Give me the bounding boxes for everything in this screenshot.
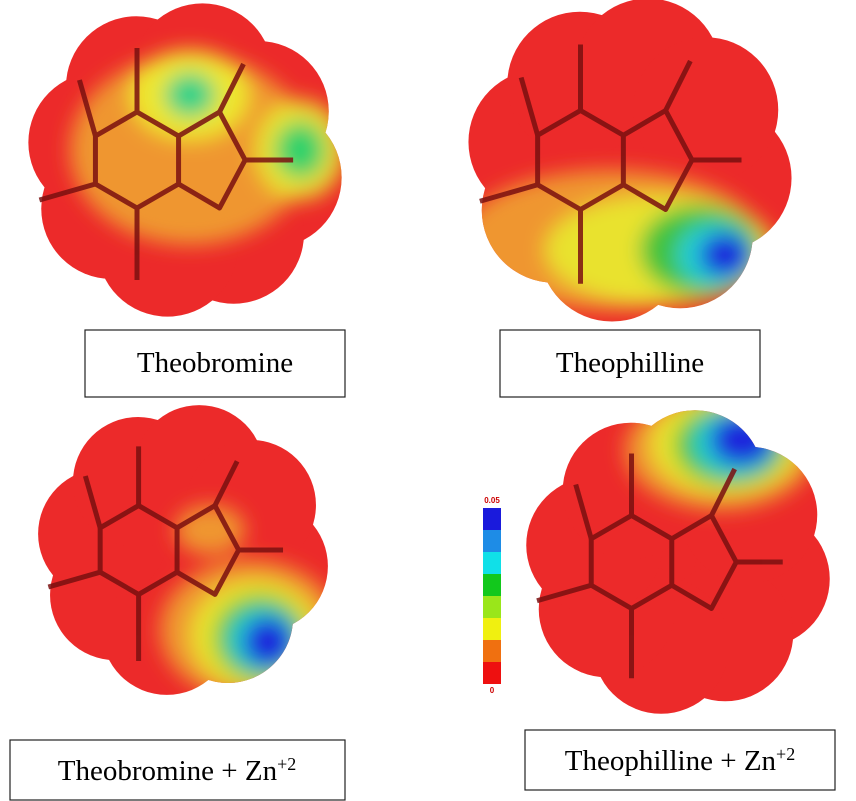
- panel-label: Theophilline: [556, 347, 704, 379]
- panel-label: Theophilline + Zn+2: [565, 744, 795, 777]
- surface: [38, 405, 340, 700]
- panel-label: Theobromine: [137, 347, 293, 379]
- scale-step: [483, 574, 501, 596]
- scale-step: [483, 618, 501, 640]
- scale-min: 0: [490, 686, 495, 695]
- surface: [28, 3, 345, 316]
- scale-step: [483, 640, 501, 662]
- scale-max: 0.05: [484, 496, 500, 505]
- patch: [710, 414, 774, 466]
- patch: [165, 73, 215, 117]
- color-scale: 0.05 0: [483, 496, 501, 695]
- label-text: Theophilline + Zn: [565, 745, 777, 777]
- patch: [275, 122, 325, 178]
- patch: [243, 617, 293, 667]
- label-superscript: +2: [277, 754, 296, 774]
- scale-step: [483, 552, 501, 574]
- figure: Theobromine Theophilline Theobromine + Z…: [0, 0, 856, 801]
- scale-step: [483, 596, 501, 618]
- scale-step: [483, 662, 501, 684]
- surface: [526, 390, 830, 714]
- label-text: Theobromine + Zn: [58, 755, 278, 787]
- label-superscript: +2: [776, 744, 795, 764]
- scale-step: [483, 508, 501, 530]
- surface: [460, 0, 792, 322]
- potential-patches: [625, 390, 815, 510]
- patch: [700, 233, 750, 277]
- panel-label: Theobromine + Zn+2: [58, 754, 296, 787]
- scale-step: [483, 530, 501, 552]
